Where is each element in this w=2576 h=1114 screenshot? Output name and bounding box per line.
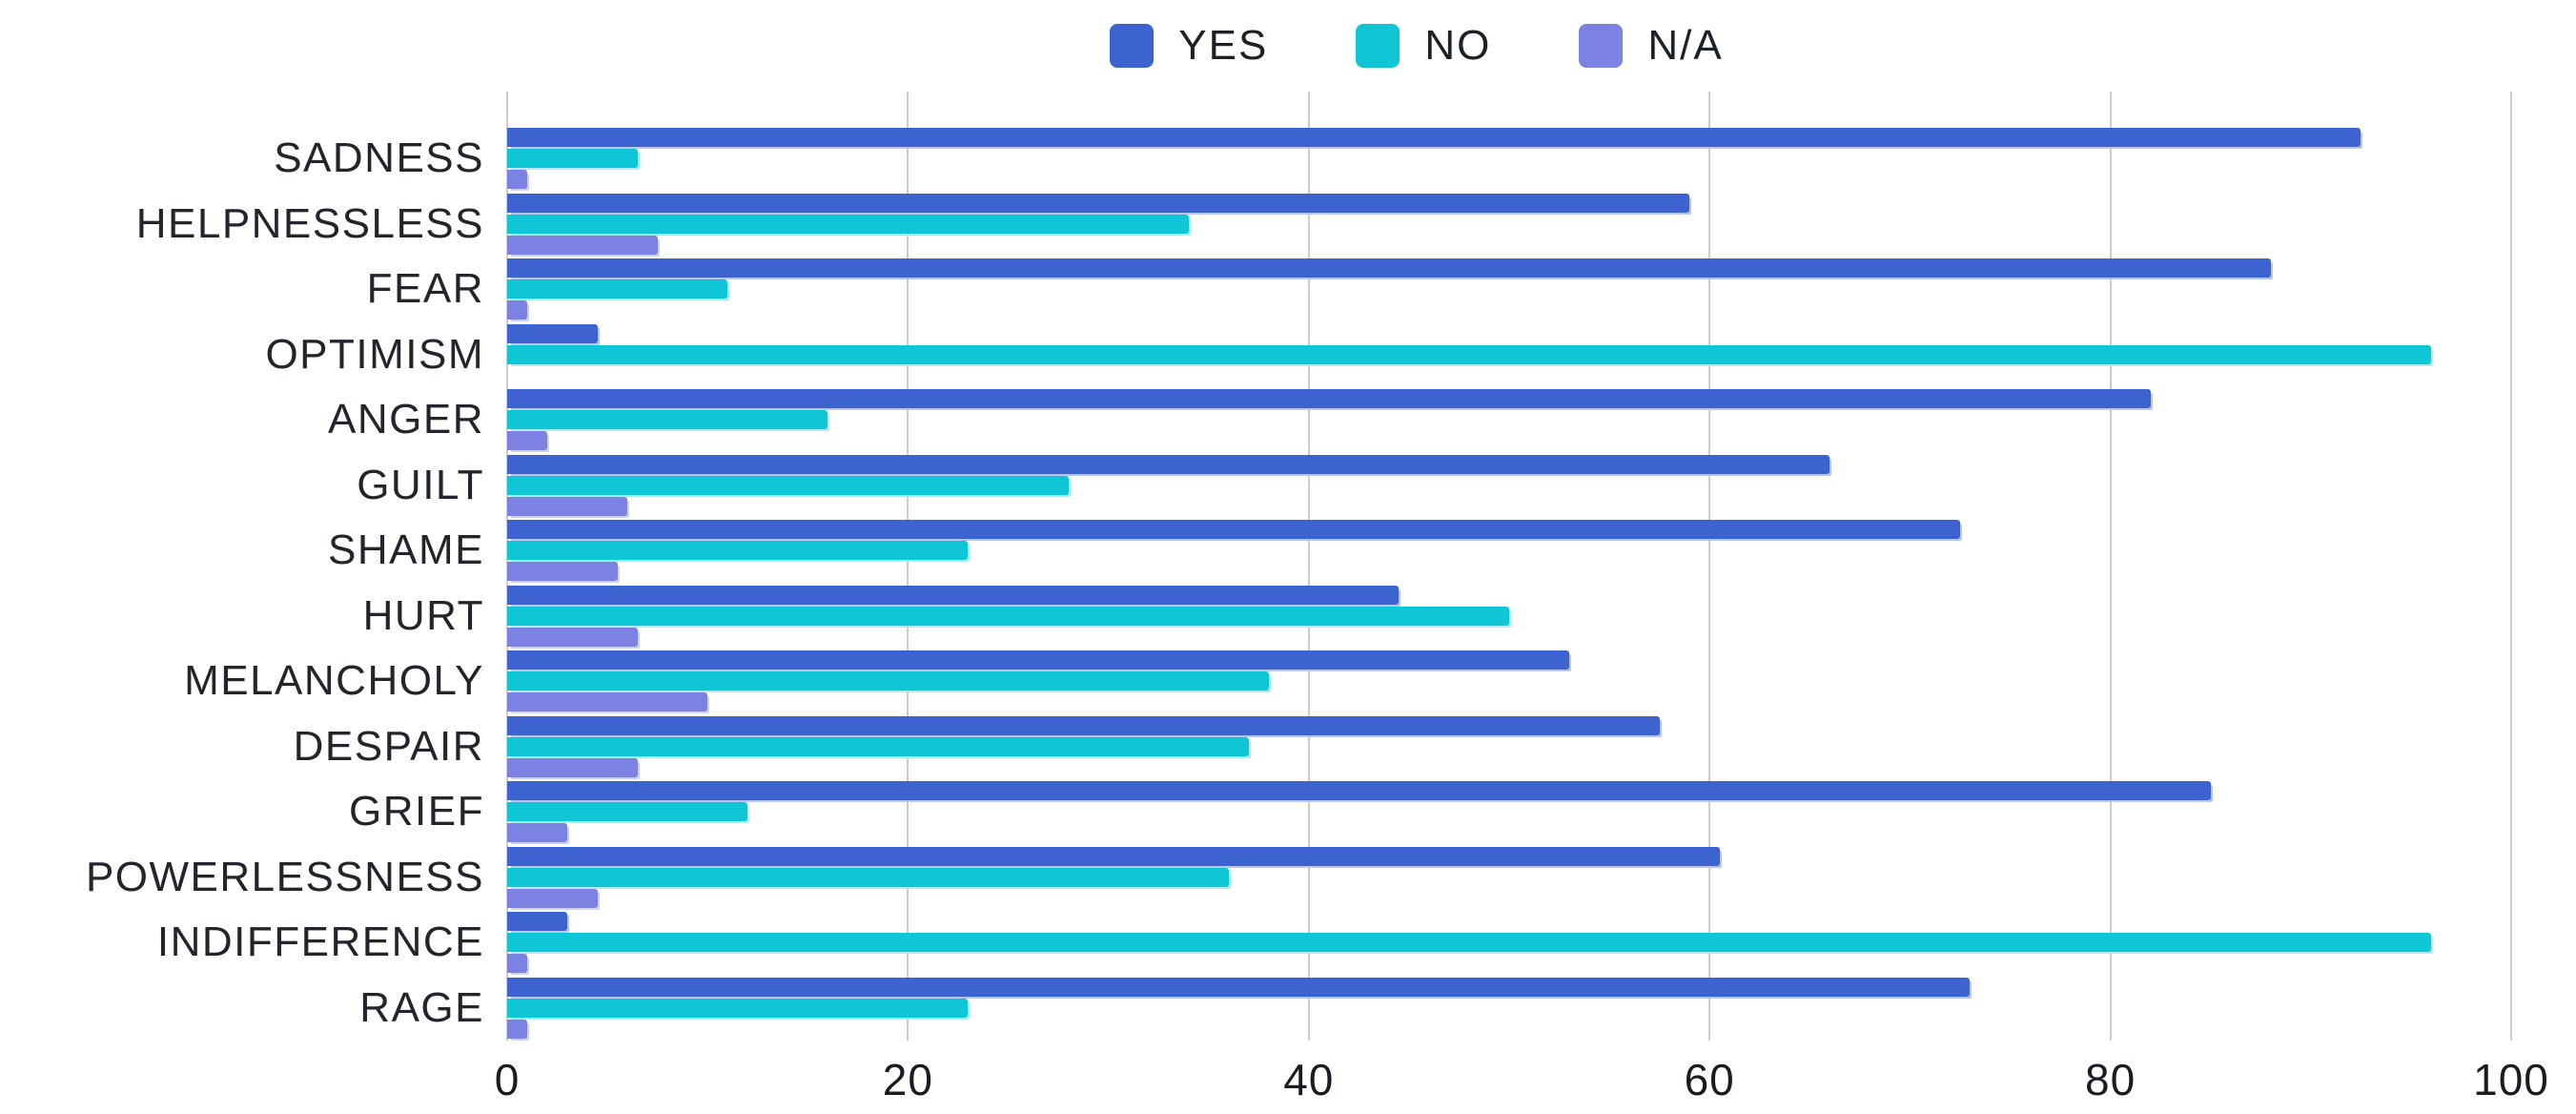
chart-legend: YES NO N/A bbox=[0, 0, 2576, 92]
rows bbox=[507, 126, 2511, 1041]
bar-yes-grief bbox=[507, 781, 2211, 801]
bar-yes-optimism bbox=[507, 323, 598, 343]
bar-group bbox=[507, 910, 2511, 976]
bar-na-hurt bbox=[507, 627, 638, 647]
bar-no-melancholy bbox=[507, 671, 1269, 691]
bar-na-anger bbox=[507, 431, 548, 451]
category-label: INDIFFERENCE bbox=[156, 918, 484, 966]
bar-yes-sadness bbox=[507, 128, 2361, 148]
bar-no-helpnessless bbox=[507, 214, 1189, 234]
category-label: HELPNESSLESS bbox=[135, 199, 484, 247]
bar-na-guilt bbox=[507, 496, 628, 516]
bar-yes-helpnessless bbox=[507, 193, 1690, 213]
legend-item-na: N/A bbox=[1579, 22, 1723, 70]
bar-group bbox=[507, 453, 2511, 519]
x-tick: 100 bbox=[2473, 1055, 2549, 1104]
legend-item-no: NO bbox=[1356, 22, 1491, 70]
legend-swatch-na-icon bbox=[1579, 24, 1624, 68]
bar-no-sadness bbox=[507, 149, 638, 169]
bar-group bbox=[507, 845, 2511, 911]
x-tick: 40 bbox=[1283, 1055, 1335, 1104]
category-label: FEAR bbox=[366, 265, 484, 313]
bar-yes-shame bbox=[507, 520, 1960, 540]
bar-group bbox=[507, 192, 2511, 258]
x-tick: 60 bbox=[1684, 1055, 1735, 1104]
bar-na-sadness bbox=[507, 170, 528, 190]
bar-no-guilt bbox=[507, 475, 1069, 495]
bar-chart: SADNESS HELPNESSLESS FEAR OPTIMISM ANGER GUIL… bbox=[0, 92, 2576, 1041]
bar-yes-despair bbox=[507, 715, 1660, 735]
bar-no-grief bbox=[507, 802, 748, 822]
category-labels: SADNESS HELPNESSLESS FEAR OPTIMISM ANGER GUIL… bbox=[0, 92, 507, 1041]
bar-group bbox=[507, 779, 2511, 845]
bar-no-despair bbox=[507, 736, 1249, 756]
bar-no-anger bbox=[507, 410, 828, 430]
x-axis: 0 20 40 60 80 100 bbox=[495, 1041, 2548, 1107]
bar-no-powerlessness bbox=[507, 867, 1229, 887]
bar-na-indifference bbox=[507, 954, 528, 974]
category-label: RAGE bbox=[359, 983, 484, 1031]
x-tick: 80 bbox=[2085, 1055, 2136, 1104]
bar-group bbox=[507, 584, 2511, 650]
bar-group bbox=[507, 518, 2511, 584]
legend-label-no: NO bbox=[1424, 22, 1492, 69]
category-label: ANGER bbox=[328, 396, 484, 444]
category-label: MELANCHOLY bbox=[184, 657, 484, 705]
bar-na-grief bbox=[507, 823, 568, 843]
bar-yes-fear bbox=[507, 258, 2271, 278]
bar-group bbox=[507, 976, 2511, 1042]
bar-no-shame bbox=[507, 541, 969, 561]
bar-na-despair bbox=[507, 757, 638, 777]
bar-na-shame bbox=[507, 562, 618, 582]
bar-na-powerlessness bbox=[507, 888, 598, 908]
bar-na-fear bbox=[507, 300, 528, 320]
legend-swatch-yes-icon bbox=[1110, 24, 1155, 68]
bar-no-fear bbox=[507, 279, 728, 299]
bar-group bbox=[507, 322, 2511, 388]
bar-no-rage bbox=[507, 998, 969, 1018]
category-label: HURT bbox=[362, 591, 484, 639]
bar-no-hurt bbox=[507, 606, 1509, 626]
category-label: OPTIMISM bbox=[265, 330, 484, 378]
category-label: SADNESS bbox=[274, 134, 484, 182]
bar-yes-melancholy bbox=[507, 650, 1570, 670]
legend-label-yes: YES bbox=[1178, 22, 1269, 69]
category-label: GUILT bbox=[357, 461, 484, 508]
bar-yes-guilt bbox=[507, 454, 1830, 474]
bar-yes-rage bbox=[507, 977, 1971, 997]
x-tick: 0 bbox=[494, 1055, 521, 1104]
bar-no-optimism bbox=[507, 344, 2431, 364]
bar-yes-anger bbox=[507, 389, 2151, 409]
bar-group bbox=[507, 257, 2511, 322]
bar-na-helpnessless bbox=[507, 235, 658, 255]
plot-area bbox=[506, 92, 2512, 1041]
bar-group bbox=[507, 714, 2511, 780]
bar-yes-hurt bbox=[507, 585, 1400, 605]
bar-yes-powerlessness bbox=[507, 846, 1720, 866]
category-label: POWERLESSNESS bbox=[85, 853, 484, 900]
category-label: GRIEF bbox=[349, 788, 484, 836]
bar-no-indifference bbox=[507, 933, 2431, 953]
legend-label-na: N/A bbox=[1647, 22, 1724, 69]
bar-yes-indifference bbox=[507, 912, 568, 932]
category-label: DESPAIR bbox=[293, 722, 484, 770]
bar-group bbox=[507, 387, 2511, 453]
bar-group bbox=[507, 126, 2511, 192]
legend-swatch-no-icon bbox=[1356, 24, 1400, 68]
bar-na-melancholy bbox=[507, 692, 708, 712]
bar-na-rage bbox=[507, 1019, 528, 1039]
category-label: SHAME bbox=[328, 526, 484, 574]
x-tick: 20 bbox=[882, 1055, 933, 1104]
legend-item-yes: YES bbox=[1110, 22, 1268, 70]
bar-group bbox=[507, 649, 2511, 714]
